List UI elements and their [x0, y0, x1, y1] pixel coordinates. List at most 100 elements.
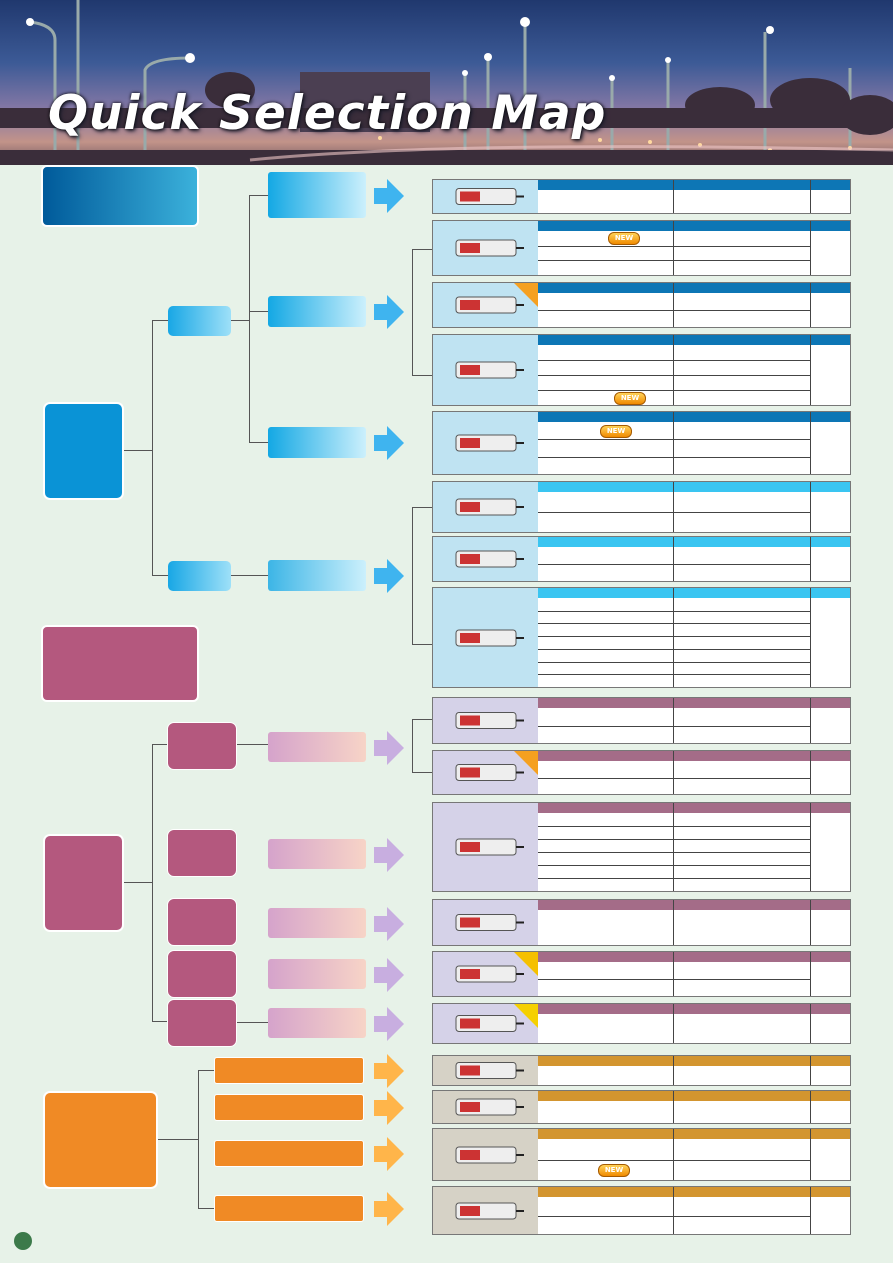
product-card [432, 1003, 851, 1044]
led-driver-icon [433, 900, 538, 945]
page-number-dot [14, 1232, 32, 1250]
product-card [432, 951, 851, 997]
table-column-line [810, 1004, 811, 1043]
table-column-line [810, 588, 811, 687]
table-row-line [538, 661, 810, 663]
spec-table [538, 180, 850, 213]
table-column-line [673, 952, 674, 996]
type-box-blue-4 [268, 560, 366, 591]
led-driver-icon [433, 482, 538, 532]
table-column-line [673, 698, 674, 743]
table-row-line [538, 260, 810, 262]
category-box-purple [43, 834, 124, 932]
table-column-line [673, 283, 674, 327]
table-column-line [810, 900, 811, 945]
spec-table [538, 1091, 850, 1123]
sub-box-purple-4 [167, 950, 237, 998]
table-column-line [810, 283, 811, 327]
table-row-line [538, 564, 810, 565]
type-box-orange-4 [214, 1195, 364, 1222]
table-row-line [538, 623, 810, 625]
table-column-line [673, 180, 674, 213]
table-column-line [673, 803, 674, 891]
product-card [432, 1186, 851, 1235]
table-column-line [810, 803, 811, 891]
category-header-purple [41, 625, 199, 702]
sub-box-purple-5 [167, 999, 237, 1047]
table-column-line [673, 588, 674, 687]
type-box-purple-5 [268, 1008, 366, 1038]
table-column-line [810, 952, 811, 996]
spec-table-header [538, 803, 850, 813]
spec-table-header [538, 588, 850, 598]
table-column-line [810, 1091, 811, 1123]
table-column-line [673, 221, 674, 275]
led-driver-icon [433, 1187, 538, 1234]
new-badge: NEW [600, 424, 632, 438]
table-column-line [810, 698, 811, 743]
spec-table [538, 537, 850, 581]
led-driver-icon [433, 412, 538, 474]
product-card [432, 802, 851, 892]
category-header-blue [41, 165, 199, 227]
table-row-line [538, 777, 810, 779]
table-column-line [673, 1004, 674, 1043]
spec-table [538, 952, 850, 996]
table-row-line [538, 636, 810, 638]
spec-table [538, 1187, 850, 1234]
table-column-line [810, 482, 811, 532]
spec-table [538, 482, 850, 532]
spec-table-header [538, 412, 850, 422]
led-driver-icon [433, 180, 538, 213]
led-driver-icon [433, 221, 538, 275]
table-column-line [673, 1187, 674, 1234]
table-row-line [538, 245, 810, 247]
led-driver-icon [433, 588, 538, 687]
product-card [432, 1090, 851, 1124]
led-driver-icon [433, 803, 538, 891]
spec-table-header [538, 952, 850, 962]
table-row-line [538, 360, 810, 361]
spec-table [538, 283, 850, 327]
spec-table: NEW [538, 698, 850, 743]
table-column-line [810, 1187, 811, 1234]
type-box-purple-1 [268, 732, 366, 762]
spec-table [538, 1056, 850, 1085]
spec-table: NEW [538, 221, 850, 275]
table-row-line [538, 456, 810, 458]
led-driver-icon [433, 1056, 538, 1085]
table-row-line [538, 1159, 810, 1161]
sub-box-purple-3 [167, 898, 237, 946]
table-row-line [538, 1215, 810, 1217]
product-card [432, 899, 851, 946]
category-box-orange [43, 1091, 158, 1189]
table-column-line [673, 1129, 674, 1180]
spec-table [538, 1004, 850, 1043]
sub-box-purple-2 [167, 829, 237, 877]
product-card: NEW [432, 411, 851, 475]
spec-table-header [538, 1056, 850, 1066]
spec-table-header [538, 1187, 850, 1197]
table-column-line [810, 1129, 811, 1180]
led-driver-icon [433, 698, 538, 743]
table-row-line [538, 839, 810, 840]
type-box-purple-3 [268, 908, 366, 938]
table-column-line [673, 1091, 674, 1123]
sub-box-blue-1 [168, 306, 231, 336]
product-card [432, 179, 851, 214]
table-column-line [810, 1056, 811, 1085]
type-box-blue-1 [268, 172, 366, 218]
table-row-line [538, 674, 810, 676]
spec-table-header [538, 751, 850, 761]
table-row-line [538, 865, 810, 866]
table-row-line [538, 725, 810, 727]
table-column-line [673, 335, 674, 405]
spec-table-header [538, 283, 850, 293]
product-card: NEW [432, 334, 851, 406]
product-card: NEW [432, 697, 851, 744]
corner-flag [514, 1004, 538, 1028]
table-row-line [538, 852, 810, 853]
table-column-line [810, 180, 811, 213]
table-row-line [538, 439, 810, 441]
table-column-line [810, 537, 811, 581]
